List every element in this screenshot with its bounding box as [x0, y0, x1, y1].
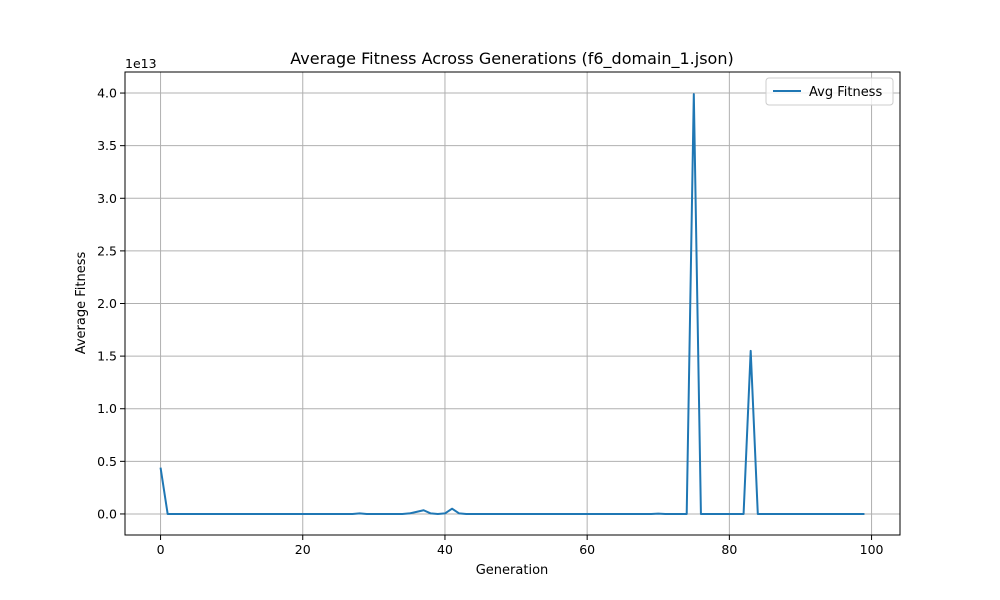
chart-title: Average Fitness Across Generations (f6_d… — [290, 49, 733, 69]
x-axis-ticks: 0 20 40 60 80 100 — [157, 535, 884, 557]
x-tick-label: 0 — [157, 542, 165, 557]
y-tick-label: 0.0 — [97, 506, 117, 521]
x-tick-label: 40 — [437, 542, 453, 557]
x-tick-label: 100 — [860, 542, 884, 557]
y-axis-label: Average Fitness — [74, 252, 89, 355]
y-tick-label: 4.0 — [97, 86, 117, 101]
y-tick-label: 3.0 — [97, 191, 117, 206]
y-tick-label: 0.5 — [97, 454, 117, 469]
series-line-avg-fitness — [159, 93, 865, 515]
legend: Avg Fitness — [765, 77, 894, 106]
y-axis-ticks: 0.0 0.5 1.0 1.5 2.0 2.5 3.0 3.5 4.0 — [97, 86, 125, 521]
y-tick-label: 2.5 — [97, 243, 117, 258]
y-tick-label: 2.0 — [97, 296, 117, 311]
x-axis-label: Generation — [476, 563, 549, 578]
legend-box — [765, 77, 894, 106]
y-tick-label: 1.0 — [97, 401, 117, 416]
x-tick-label: 20 — [295, 542, 311, 557]
legend-label-avg-fitness: Avg Fitness — [809, 85, 882, 100]
series-layer — [159, 93, 865, 515]
x-tick-label: 80 — [721, 542, 737, 557]
x-tick-label: 60 — [579, 542, 595, 557]
y-axis-offset-label: 1e13 — [125, 56, 157, 71]
y-tick-label: 1.5 — [97, 349, 117, 364]
y-tick-label: 3.5 — [97, 138, 117, 153]
